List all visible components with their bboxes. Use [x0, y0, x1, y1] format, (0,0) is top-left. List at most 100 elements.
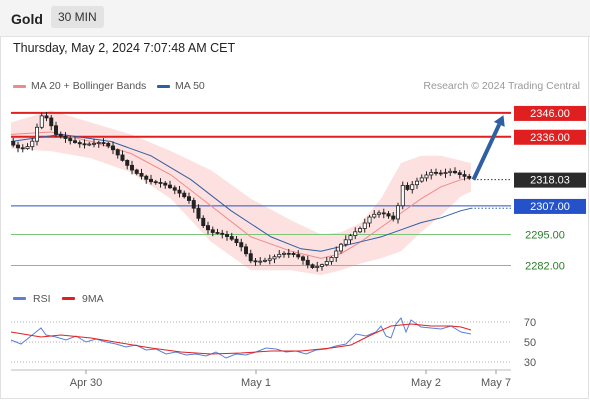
candle-body — [229, 236, 234, 240]
instrument-name: Gold — [11, 11, 43, 27]
candle — [296, 250, 301, 260]
candle — [419, 174, 424, 183]
candle-body — [15, 144, 20, 149]
current-price-label-box — [514, 172, 586, 188]
candle — [424, 171, 429, 182]
candle — [319, 263, 324, 271]
candle-body — [177, 189, 182, 194]
candle — [362, 218, 367, 233]
candle-body — [129, 164, 134, 171]
candle — [433, 168, 438, 176]
candle-body — [424, 174, 429, 179]
candle-body — [54, 125, 59, 135]
rsi-legend-label: RSI — [33, 293, 51, 305]
candle — [367, 214, 372, 228]
candle-body — [338, 243, 343, 252]
candle-body — [20, 147, 25, 150]
candle — [167, 180, 172, 189]
current-price-label: 2318.03 — [530, 175, 570, 187]
candle — [15, 141, 20, 153]
x-tick-label: Apr 30 — [70, 377, 102, 389]
candle-body — [49, 117, 54, 127]
candle — [129, 160, 134, 175]
candle — [281, 251, 286, 258]
candle — [20, 144, 25, 153]
candle-body — [462, 174, 467, 177]
candle-body — [11, 141, 16, 146]
candle-body — [277, 253, 282, 258]
candle-body — [253, 260, 258, 263]
candle — [54, 121, 59, 138]
candle — [414, 177, 419, 189]
candle-body — [125, 159, 130, 166]
candle-body — [106, 142, 111, 147]
candle — [253, 258, 258, 266]
candle — [348, 233, 353, 245]
candle-body — [239, 242, 244, 248]
candle-body — [443, 172, 448, 174]
candle — [262, 257, 267, 263]
candle — [300, 255, 305, 265]
candle-body — [186, 196, 191, 201]
candle — [134, 168, 139, 176]
candle-body — [381, 212, 386, 215]
candle — [220, 229, 225, 239]
candle — [115, 148, 120, 159]
candle-body — [39, 115, 44, 128]
candle — [96, 140, 101, 148]
forecast-arrow-shaft — [471, 123, 502, 181]
rsi-tick-label: 70 — [524, 317, 536, 329]
candle-body — [286, 252, 291, 255]
candle-body — [92, 142, 97, 145]
candle — [305, 255, 310, 269]
candle-body — [101, 142, 106, 144]
candle-body — [433, 171, 438, 174]
candle — [239, 238, 244, 252]
candle-body — [248, 253, 253, 262]
candle — [77, 140, 82, 148]
candle-body — [144, 175, 149, 180]
rsi-tick-label: 30 — [524, 357, 536, 369]
candle-body — [163, 182, 168, 186]
candle — [92, 138, 97, 148]
candle — [111, 141, 116, 155]
candle-body — [224, 233, 229, 237]
candle — [457, 170, 462, 179]
candle — [153, 179, 158, 185]
rsi-ma-swatch-icon — [62, 297, 75, 300]
candle — [277, 250, 282, 259]
candle — [315, 261, 320, 272]
legend-ma20-label: MA 20 + Bollinger Bands — [31, 80, 147, 92]
legend-ma50: MA 50 — [157, 80, 205, 92]
candle-body — [139, 173, 144, 177]
candle — [438, 169, 443, 176]
candle-body — [391, 215, 396, 220]
candle-body — [300, 256, 305, 261]
candle-body — [77, 142, 82, 145]
candle-body — [457, 172, 462, 175]
candle-body — [63, 135, 68, 139]
candle — [139, 168, 144, 180]
candle — [125, 159, 130, 170]
candle — [272, 254, 277, 264]
candle-body — [324, 261, 329, 266]
candle — [376, 210, 381, 218]
support-label: 2295.00 — [525, 230, 565, 242]
candle-body — [58, 133, 63, 137]
candle — [324, 256, 329, 267]
candle — [49, 115, 54, 131]
candle — [163, 181, 168, 189]
candle-body — [87, 143, 92, 146]
candle — [291, 251, 296, 258]
candle — [148, 174, 153, 185]
timeframe-button[interactable]: 30 MIN — [51, 6, 104, 28]
candle-body — [334, 250, 339, 258]
candle — [405, 182, 410, 191]
datetime-label: Thursday, May 2, 2024 7:07:48 AM CET — [13, 41, 236, 55]
candle — [372, 210, 377, 219]
candle-body — [111, 145, 116, 151]
candle-body — [296, 254, 301, 258]
candle — [158, 178, 163, 188]
candle — [395, 202, 400, 224]
header-bar: Gold 30 MIN — [0, 0, 590, 37]
